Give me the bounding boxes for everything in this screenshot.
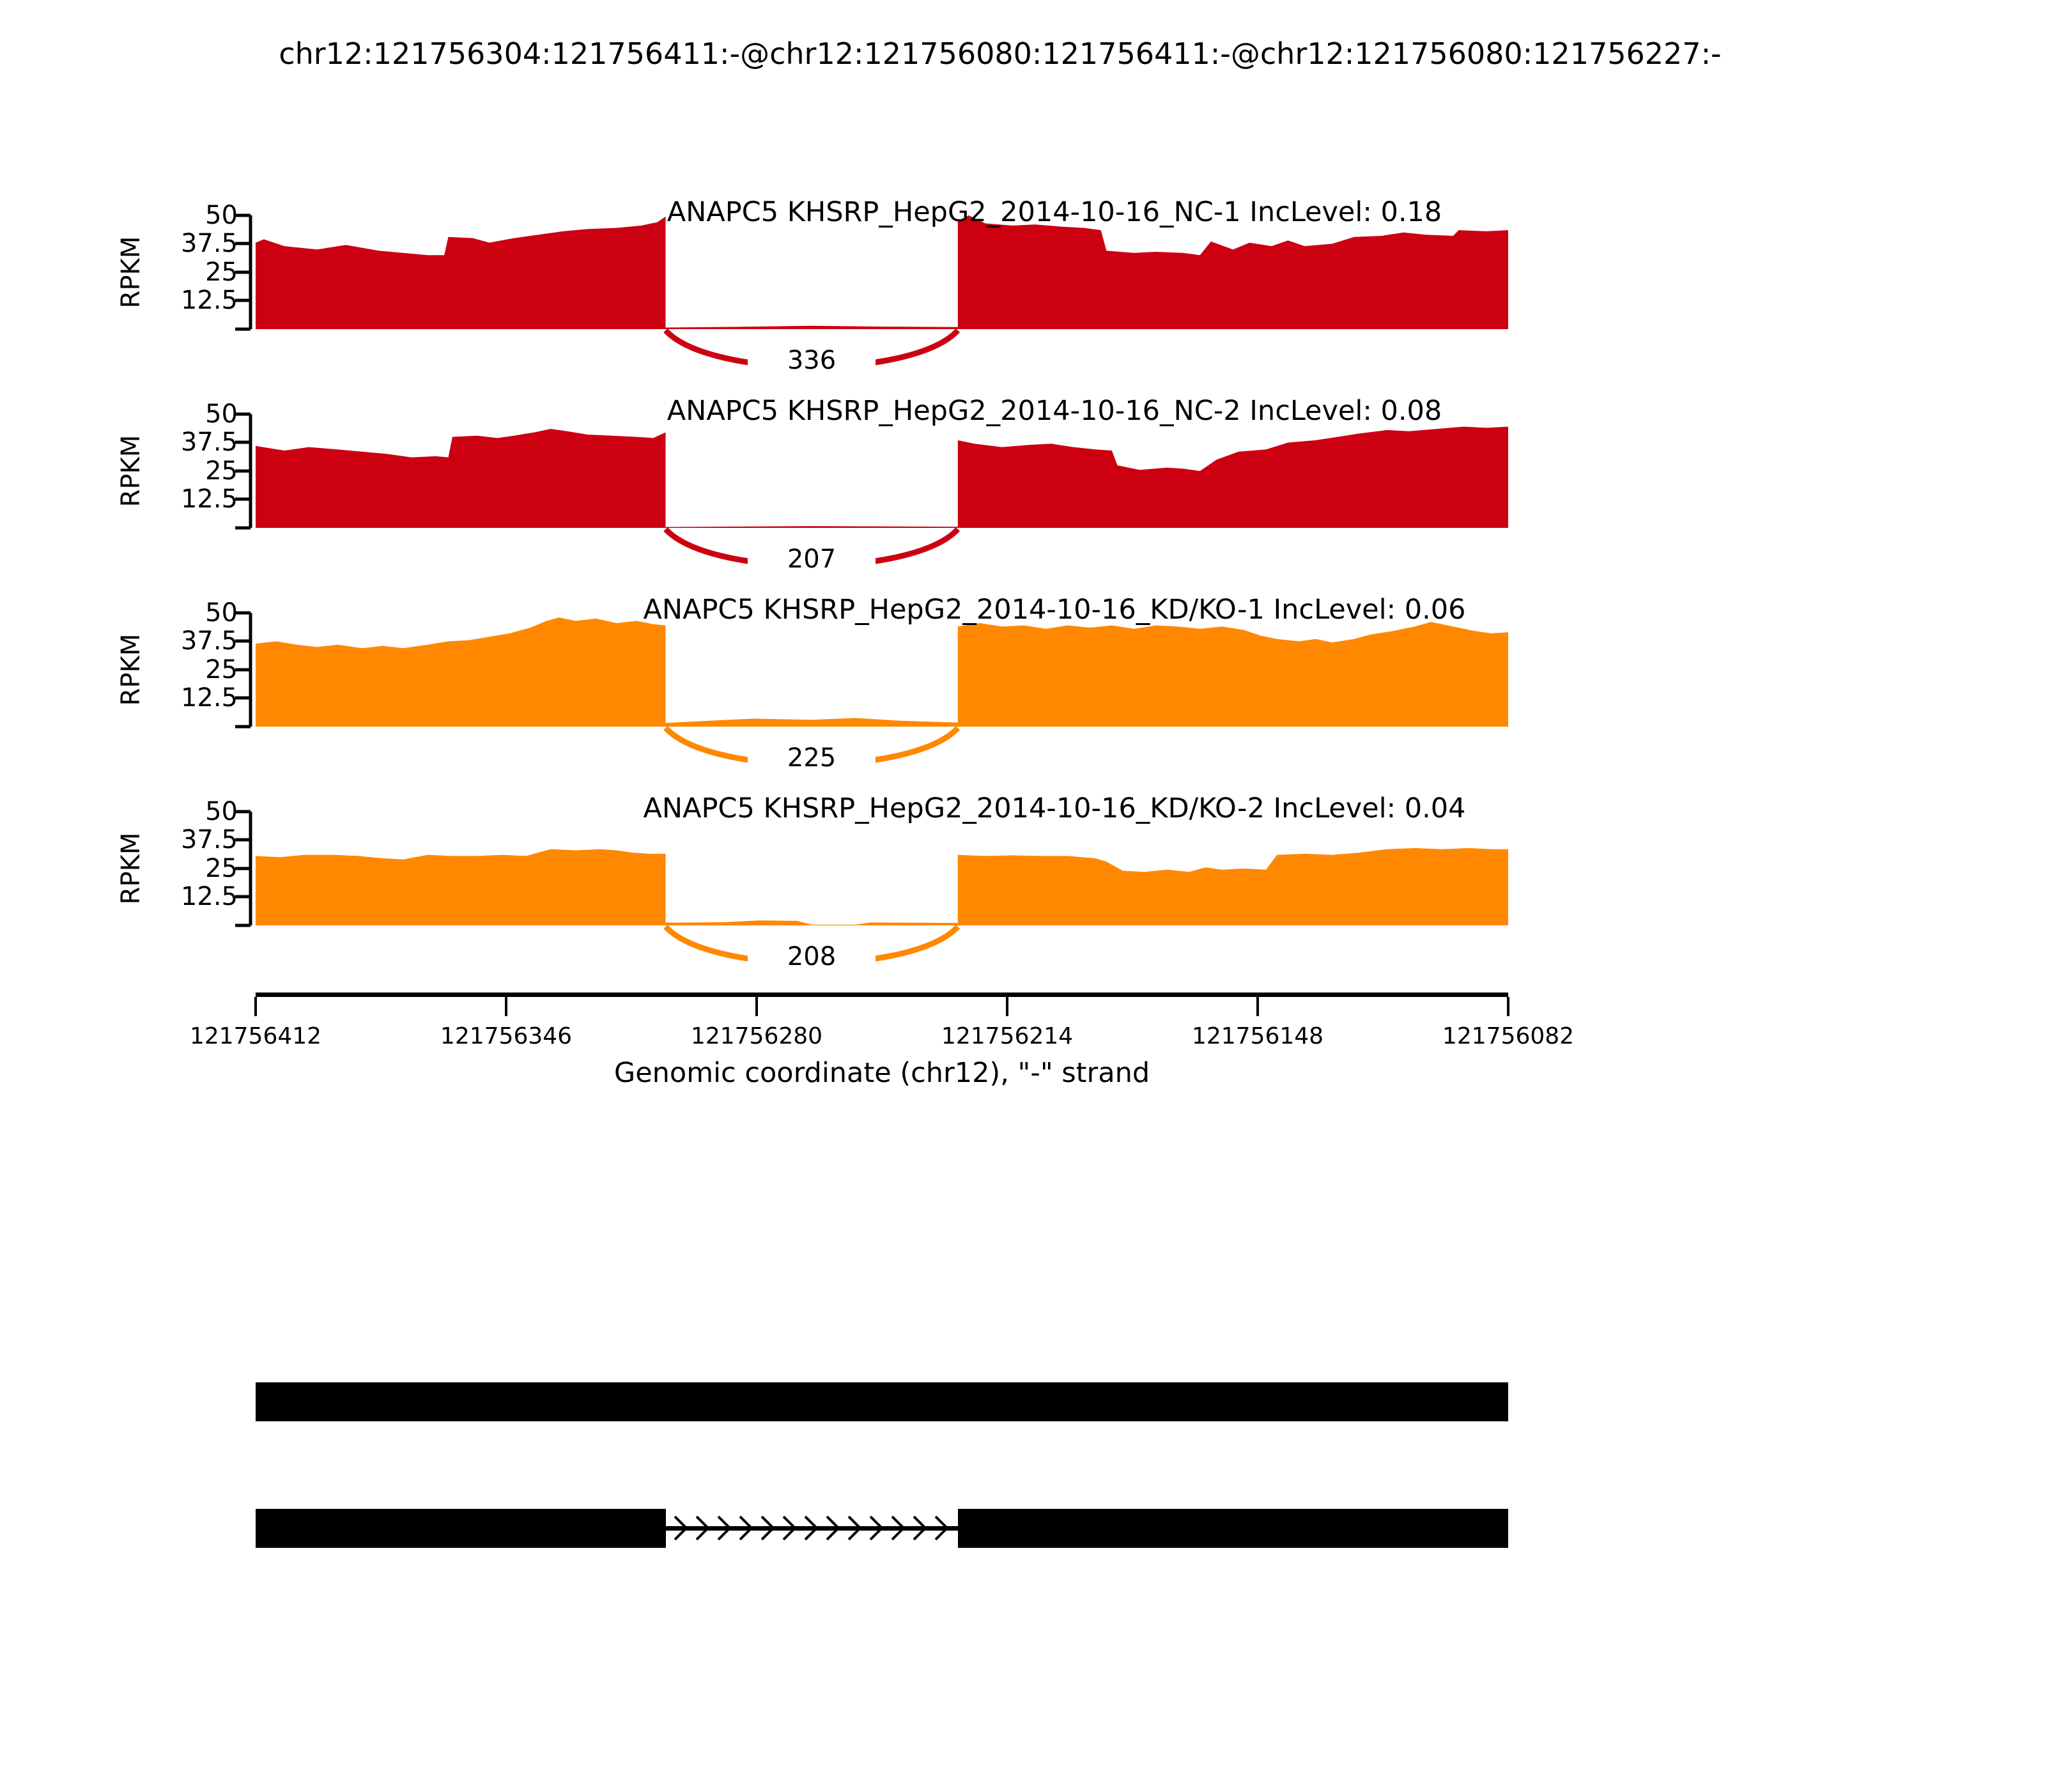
y-tick-label: 12.5: [181, 882, 238, 911]
plot-title: chr12:121756304:121756411:-@chr12:121756…: [279, 36, 1721, 71]
junction-count-label: 225: [787, 743, 836, 773]
junction-count-gap: [748, 345, 876, 382]
intron-arrow-chevron: [826, 1515, 840, 1541]
rpkm-axis-label: RPKM: [116, 634, 146, 706]
y-tick-label: 37.5: [181, 825, 238, 854]
coverage-area: [256, 617, 1508, 727]
track-label: ANAPC5 KHSRP_HepG2_2014-10-16_KD/KO-2 In…: [644, 792, 1466, 824]
coverage-area: [256, 848, 1508, 925]
x-axis: 121756412 121756346 121756280 121756214 …: [190, 993, 1574, 1089]
y-tick-label: 12.5: [181, 683, 238, 713]
coverage-area: [256, 215, 1508, 329]
rpkm-axis-label: RPKM: [116, 435, 146, 507]
rpkm-axis-label: RPKM: [116, 833, 146, 905]
track-label: ANAPC5 KHSRP_HepG2_2014-10-16_KD/KO-1 In…: [644, 594, 1466, 626]
exon-box: [256, 1509, 666, 1548]
intron-arrow-chevron: [739, 1515, 753, 1541]
intron-arrow-chevron: [717, 1515, 732, 1541]
exon-box: [958, 1509, 1508, 1548]
x-axis-tick-label: 121756412: [190, 1023, 321, 1049]
intron-arrow-chevron: [869, 1515, 884, 1541]
x-axis-title: Genomic coordinate (chr12), "-" strand: [614, 1057, 1150, 1089]
y-tick-label: 25: [205, 456, 238, 486]
x-axis-tick-label: 121756148: [1192, 1023, 1323, 1049]
y-tick-label: 50: [205, 201, 238, 230]
y-tick-label: 37.5: [181, 428, 238, 457]
junction-count-label: 336: [787, 346, 836, 375]
y-axis-bracket: [235, 611, 252, 729]
intron-arrow-chevron: [782, 1515, 797, 1541]
junction-count-gap: [748, 743, 876, 780]
y-tick-label: 37.5: [181, 626, 238, 656]
y-tick-label: 25: [205, 258, 238, 287]
track-label: ANAPC5 KHSRP_HepG2_2014-10-16_NC-2 IncLe…: [667, 395, 1442, 427]
intron-line: [666, 1526, 958, 1531]
y-tick-label: 25: [205, 655, 238, 684]
y-tick-label: 50: [205, 797, 238, 826]
intron-arrow-chevron: [891, 1515, 906, 1541]
y-axis-bracket: [235, 412, 252, 530]
gene-model-skipping: [256, 1509, 1508, 1548]
x-axis-tick-label: 121756346: [440, 1023, 572, 1049]
track-kdko1: 225 50 37.5 25 12.5 RPKM ANAPC5 KHSRP_He…: [116, 594, 1508, 780]
y-tick-label: 37.5: [181, 229, 238, 258]
coverage-area: [256, 426, 1508, 528]
y-tick-label: 12.5: [181, 286, 238, 315]
intron-arrow-chevron: [913, 1515, 927, 1541]
intron-arrow-chevron: [674, 1515, 688, 1541]
junction-count-label: 208: [787, 942, 836, 971]
track-label: ANAPC5 KHSRP_HepG2_2014-10-16_NC-1 IncLe…: [667, 196, 1442, 228]
x-axis-line: [256, 993, 1508, 997]
y-tick-label: 25: [205, 854, 238, 883]
track-nc2: 207 50 37.5 25 12.5 RPKM ANAPC5 KHSRP_He…: [116, 395, 1508, 581]
x-axis-tick-label: 121756082: [1442, 1023, 1574, 1049]
junction-count-label: 207: [787, 545, 836, 574]
junction-count-gap: [748, 544, 876, 581]
y-axis-bracket: [235, 810, 252, 927]
intron-arrow-chevron: [760, 1515, 775, 1541]
exon-box: [256, 1382, 1508, 1421]
rpkm-axis-label: RPKM: [116, 236, 146, 309]
x-axis-tick-label: 121756214: [941, 1023, 1073, 1049]
y-axis-bracket: [235, 213, 252, 331]
x-axis-tick-label: 121756280: [691, 1023, 822, 1049]
y-tick-label: 50: [205, 399, 238, 429]
gene-model-inclusion: [256, 1382, 1508, 1421]
y-tick-label: 12.5: [181, 484, 238, 514]
junction-count-gap: [748, 941, 876, 978]
intron-arrow-chevron: [934, 1515, 949, 1541]
intron-arrow-chevron: [804, 1515, 819, 1541]
y-tick-label: 50: [205, 598, 238, 628]
intron-arrow-chevron: [695, 1515, 710, 1541]
intron-arrow-chevron: [847, 1515, 862, 1541]
track-nc1: 336 50 37.5 25 12.5 RPKM ANAPC5 KHSRP_He…: [116, 196, 1508, 382]
track-kdko2: 208 50 37.5 25 12.5 RPKM ANAPC5 KHSRP_He…: [116, 792, 1508, 978]
intron-arrows: [674, 1515, 949, 1541]
